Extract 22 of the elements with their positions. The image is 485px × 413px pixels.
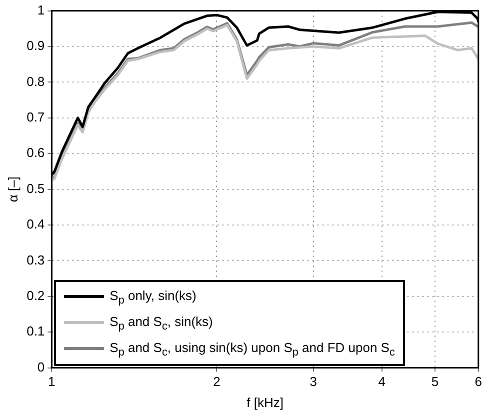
x-tick-label: 2 — [213, 374, 220, 390]
y-tick-label: 0.8 — [26, 74, 45, 89]
x-tick-label: 3 — [310, 374, 317, 390]
y-tick-label: 0.6 — [26, 145, 45, 160]
y-tick-label: 0.7 — [26, 109, 45, 124]
x-tick-label: 6 — [474, 374, 482, 390]
y-axis-title: α [–] — [5, 176, 20, 202]
legend-label: S$_{p}$ and S$_{c}$, sin(ks) — [110, 314, 213, 332]
y-tick-label: 1 — [37, 2, 45, 18]
y-tick-label: 0.3 — [26, 252, 45, 268]
legend-label: S$_{p}$ only, sin(ks) — [110, 288, 196, 306]
y-tick-label: 0.4 — [26, 216, 45, 232]
y-tick-label: 0.9 — [26, 38, 45, 54]
x-tick-label: 5 — [431, 374, 439, 390]
x-axis-title: f [kHz] — [246, 394, 284, 410]
legend-label: S$_{p}$ and S$_{c}$, using sin(ks) upon S$_{p}$ and FD upon S$_{c}$ — [110, 340, 395, 358]
y-tick-label: 0.1 — [26, 324, 45, 339]
y-tick-label: 0 — [37, 359, 45, 374]
x-tick-label: 4 — [378, 374, 386, 390]
y-tick-label: 0.2 — [26, 288, 45, 303]
y-tick-label: 0.5 — [26, 180, 45, 196]
x-tick-label: 1 — [48, 374, 56, 390]
